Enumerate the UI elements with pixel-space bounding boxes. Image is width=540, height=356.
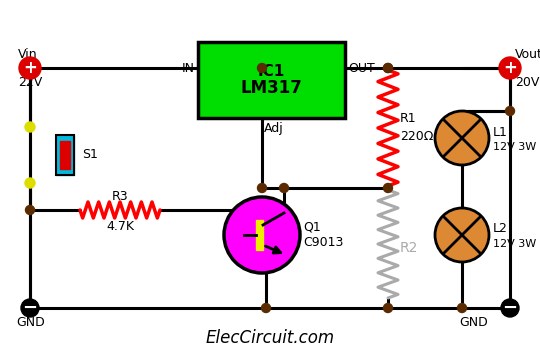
Text: IC1: IC1 [258,64,285,79]
Bar [56,135,74,175]
Text: 12V 3W: 12V 3W [493,239,536,249]
Text: IN: IN [182,62,195,74]
Circle shape [19,57,41,79]
FancyBboxPatch shape [198,42,345,118]
Circle shape [457,304,467,313]
Circle shape [25,122,35,132]
Text: GND: GND [16,316,45,330]
Circle shape [435,111,489,165]
Circle shape [224,197,300,273]
Text: Vin: Vin [18,47,38,61]
Text: 220Ω: 220Ω [400,130,434,142]
Circle shape [383,63,393,73]
Circle shape [25,205,35,215]
Text: C9013: C9013 [303,236,343,250]
Text: −: − [502,299,517,317]
Text: L2: L2 [493,222,508,236]
Text: −: − [23,299,38,317]
Text: Vout: Vout [515,47,540,61]
Circle shape [505,106,515,115]
Text: R3: R3 [112,189,129,203]
Circle shape [383,183,393,193]
Circle shape [261,304,271,313]
Text: Q1: Q1 [303,220,321,234]
Bar [256,220,263,250]
Text: 4.7K: 4.7K [106,220,134,232]
Bar [60,141,70,169]
Circle shape [25,63,35,73]
Circle shape [501,299,519,317]
Circle shape [383,304,393,313]
Circle shape [435,208,489,262]
Circle shape [25,178,35,188]
Text: R2: R2 [400,241,418,255]
Text: S1: S1 [82,148,98,162]
Circle shape [21,299,39,317]
Bar [56,135,74,175]
Circle shape [258,183,267,193]
Text: 12V 3W: 12V 3W [493,142,536,152]
Circle shape [499,57,521,79]
Text: +: + [503,59,517,77]
Text: R1: R1 [400,111,417,125]
Text: GND: GND [459,316,488,330]
Text: 20V: 20V [515,75,539,89]
Text: Adj: Adj [264,122,284,135]
Circle shape [258,63,267,73]
Text: LM317: LM317 [240,79,302,97]
Text: L1: L1 [493,126,508,138]
Text: +: + [23,59,37,77]
Circle shape [280,183,288,193]
Text: 22V: 22V [18,75,42,89]
Text: ElecCircuit.com: ElecCircuit.com [205,329,335,347]
Text: OUT: OUT [348,62,375,74]
Circle shape [383,63,393,73]
